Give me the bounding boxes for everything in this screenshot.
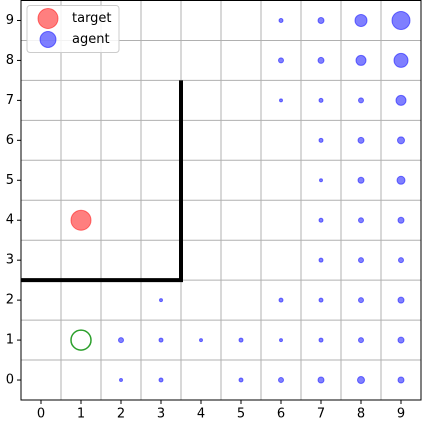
- x-tick-label: 2: [117, 407, 125, 422]
- point: [278, 377, 284, 384]
- point: [119, 378, 123, 383]
- x-tick-label: 9: [397, 407, 405, 422]
- point: [397, 216, 405, 224]
- legend-marker: [37, 8, 59, 29]
- point: [318, 137, 324, 143]
- point: [317, 376, 325, 384]
- point: [70, 209, 92, 231]
- point: [357, 136, 365, 144]
- legend: target agent: [26, 5, 120, 53]
- x-tick-label: 3: [157, 407, 165, 422]
- point: [393, 52, 409, 68]
- point: [357, 376, 365, 385]
- point: [358, 257, 364, 264]
- point: [391, 10, 411, 30]
- point: [279, 98, 283, 103]
- x-tick-label: 8: [357, 407, 365, 422]
- point: [159, 298, 163, 303]
- y-tick-label: 4: [6, 213, 14, 228]
- point: [238, 337, 244, 343]
- legend-label: agent: [72, 32, 110, 47]
- point: [319, 178, 323, 183]
- point: [318, 297, 324, 303]
- point: [318, 217, 324, 223]
- plot-frame: [20, 0, 422, 401]
- point: [318, 257, 324, 263]
- legend-label: target: [72, 11, 112, 26]
- y-tick-label: 0: [6, 373, 14, 388]
- point: [358, 297, 364, 304]
- y-tick-label: 7: [6, 93, 14, 108]
- point: [238, 377, 244, 383]
- x-tick-label: 4: [197, 407, 205, 422]
- point: [278, 297, 284, 303]
- point: [318, 97, 324, 103]
- wall: [21, 80, 183, 283]
- x-tick-label: 1: [77, 407, 85, 422]
- y-tick-label: 9: [6, 13, 14, 28]
- y-tick-label: 1: [6, 333, 14, 348]
- point: [396, 175, 406, 185]
- point: [279, 338, 283, 343]
- point: [317, 16, 325, 24]
- point: [357, 176, 365, 184]
- y-tick-label: 2: [6, 293, 14, 308]
- y-tick-label: 3: [6, 253, 14, 268]
- point: [278, 17, 284, 23]
- x-tick-label: 6: [277, 407, 285, 422]
- point: [317, 56, 325, 64]
- x-tick-label: 7: [317, 407, 325, 422]
- point: [118, 337, 124, 344]
- x-tick-label: 0: [37, 407, 45, 422]
- point: [318, 337, 324, 343]
- point: [199, 338, 203, 343]
- point: [397, 336, 405, 344]
- y-tick-label: 5: [6, 173, 14, 188]
- y-tick-label: 8: [6, 53, 14, 68]
- point: [354, 13, 368, 27]
- point: [395, 94, 407, 106]
- point: [158, 337, 164, 343]
- point: [358, 217, 364, 224]
- point: [355, 54, 367, 66]
- point: [397, 376, 405, 384]
- point: [397, 136, 405, 145]
- point: [158, 377, 164, 383]
- point: [397, 296, 405, 304]
- point: [358, 97, 364, 104]
- point: [358, 337, 364, 344]
- legend-marker: [39, 31, 57, 48]
- x-tick-label: 5: [237, 407, 245, 422]
- point: [398, 257, 404, 264]
- point: [278, 57, 284, 64]
- start-marker: [70, 329, 92, 351]
- y-tick-label: 6: [6, 133, 14, 148]
